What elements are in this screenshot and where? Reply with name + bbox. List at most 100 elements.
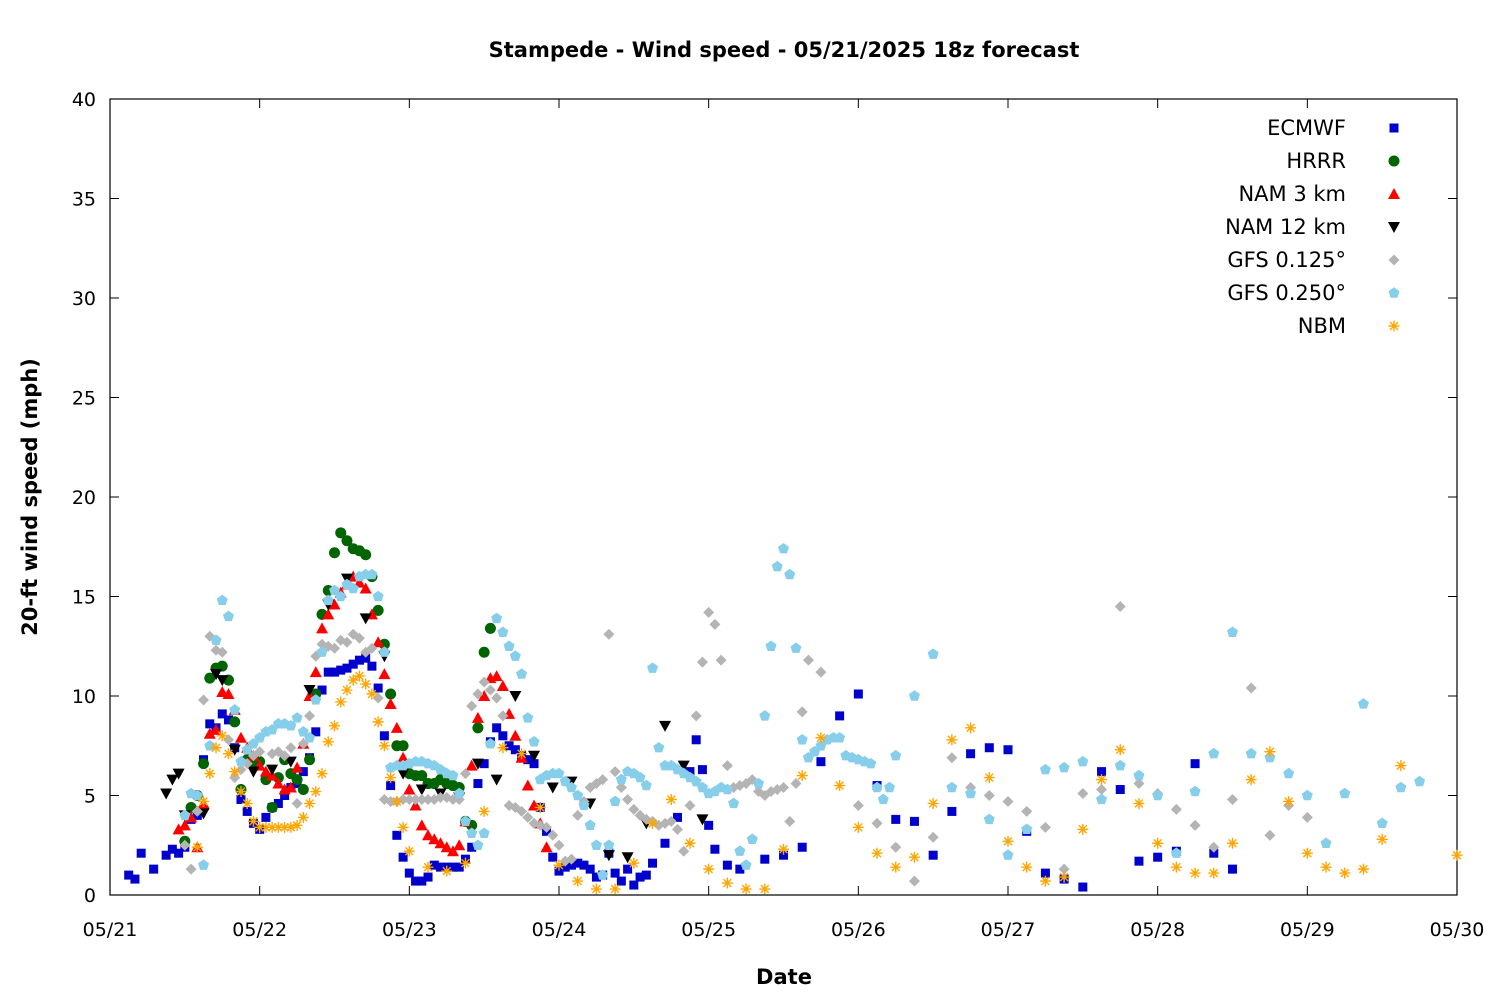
axes: 05/21 05/22 05/23 05/24 05/25 05/26 05/27 05/28…: [72, 89, 1485, 941]
data-point: [297, 811, 309, 823]
data-point: [852, 799, 864, 811]
data-point: [1189, 785, 1201, 797]
data-point: [1114, 744, 1126, 756]
data-point: [516, 748, 528, 760]
data-point: [353, 670, 365, 682]
y-axis-label: 20-ft wind speed (mph): [18, 358, 42, 636]
data-point: [329, 547, 340, 559]
data-point: [871, 847, 883, 859]
data-point: [185, 863, 197, 875]
data-point: [291, 774, 303, 786]
data-point: [1170, 861, 1182, 873]
data-point: [684, 837, 696, 849]
data-point: [266, 801, 278, 813]
data-point: [665, 793, 677, 805]
data-point: [478, 805, 490, 817]
data-point: [927, 648, 939, 659]
data-point: [647, 662, 659, 673]
data-point: [553, 839, 565, 851]
data-point: [1395, 781, 1407, 793]
data-point: [291, 797, 303, 809]
data-point: [178, 819, 191, 831]
data-point: [198, 758, 210, 770]
data-point: [309, 666, 322, 678]
data-point: [1114, 759, 1126, 771]
data-point: [1134, 856, 1144, 866]
data-point: [746, 833, 758, 844]
data-point: [216, 730, 228, 742]
data-point: [347, 674, 359, 686]
data-point: [205, 719, 215, 729]
data-point: [603, 628, 615, 640]
data-point: [1077, 823, 1089, 835]
data-point: [434, 837, 447, 849]
data-point: [946, 734, 958, 746]
data-point: [590, 839, 602, 850]
data-point: [285, 742, 297, 754]
data-point: [816, 757, 826, 767]
data-point: [529, 759, 539, 769]
legend-label: NAM 3 km: [1238, 182, 1346, 206]
data-point: [648, 858, 658, 868]
data-point: [629, 880, 639, 890]
data-point: [609, 883, 621, 895]
data-point: [447, 769, 459, 781]
data-point: [415, 784, 428, 796]
x-tick-label: 05/27: [981, 919, 1036, 941]
data-point: [397, 751, 410, 763]
data-point: [367, 661, 377, 671]
data-point: [203, 727, 216, 739]
data-point: [884, 781, 896, 793]
data-point: [273, 798, 283, 808]
data-point: [871, 781, 883, 793]
data-point: [417, 876, 427, 886]
data-point: [546, 782, 559, 794]
data-point: [330, 667, 339, 677]
data-point: [478, 690, 491, 701]
data-point: [1301, 811, 1313, 823]
data-point: [615, 782, 627, 794]
data-point: [659, 720, 672, 732]
data-point: [397, 793, 409, 805]
data-point: [504, 741, 514, 751]
data-point: [1339, 787, 1351, 799]
data-point: [908, 851, 920, 863]
legend-entry: HRRR: [1286, 149, 1400, 173]
data-point: [597, 774, 609, 786]
data-point: [390, 721, 403, 733]
data-point: [235, 786, 247, 798]
data-point: [735, 864, 745, 874]
data-point: [435, 791, 447, 803]
data-point: [222, 610, 234, 622]
x-tick-label: 05/22: [232, 919, 287, 941]
data-point: [890, 749, 902, 761]
data-point: [174, 848, 184, 858]
data-point: [1376, 817, 1388, 829]
data-point: [835, 711, 845, 721]
data-point: [671, 823, 683, 835]
data-point: [316, 768, 328, 780]
data-point: [966, 749, 976, 759]
data-point: [242, 806, 252, 816]
data-point: [704, 820, 714, 830]
data-point: [653, 741, 665, 753]
data-point: [496, 680, 509, 692]
data-point: [1152, 837, 1164, 849]
data-point: [260, 821, 272, 833]
data-point: [765, 640, 777, 651]
data-point: [908, 875, 920, 887]
data-point: [204, 768, 216, 780]
data-point: [647, 817, 659, 829]
data-point: [540, 841, 553, 853]
data-point: [1414, 775, 1426, 787]
legend-marker: [1388, 188, 1400, 199]
y-tick-label: 25: [72, 388, 96, 410]
data-point: [715, 654, 727, 666]
data-point: [509, 650, 521, 661]
data-point: [1096, 774, 1108, 786]
data-point: [130, 874, 140, 884]
data-point: [266, 821, 278, 833]
data-point: [347, 582, 359, 594]
data-point: [584, 819, 596, 831]
data-point: [261, 812, 271, 822]
